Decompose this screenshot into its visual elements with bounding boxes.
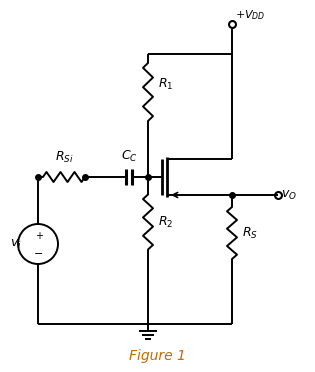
Text: Figure 1: Figure 1 xyxy=(129,349,186,363)
Text: +: + xyxy=(35,231,43,241)
Text: $R_{Si}$: $R_{Si}$ xyxy=(55,150,73,165)
Text: $-$: $-$ xyxy=(33,247,43,257)
Text: $C_C$: $C_C$ xyxy=(121,149,137,164)
Text: $v_i$: $v_i$ xyxy=(10,237,22,251)
Text: $R_S$: $R_S$ xyxy=(242,225,258,241)
Text: $v_O$: $v_O$ xyxy=(281,189,297,202)
Text: $+V_{DD}$: $+V_{DD}$ xyxy=(235,8,266,22)
Text: $R_1$: $R_1$ xyxy=(158,77,174,92)
Text: $R_2$: $R_2$ xyxy=(158,214,173,230)
